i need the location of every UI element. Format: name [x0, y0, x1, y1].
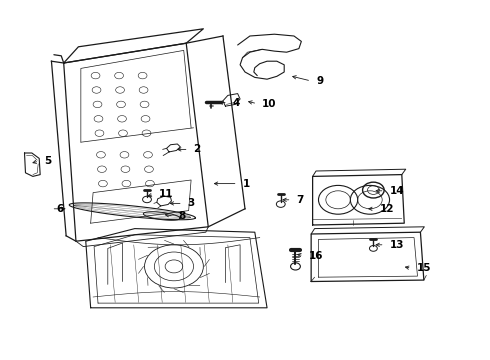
Text: 2: 2 — [194, 144, 201, 154]
Text: 9: 9 — [316, 76, 323, 86]
Text: 7: 7 — [296, 195, 304, 205]
Text: 16: 16 — [309, 251, 323, 261]
Text: 10: 10 — [262, 99, 277, 109]
Text: 3: 3 — [188, 198, 195, 208]
Text: 4: 4 — [233, 98, 240, 108]
Text: 15: 15 — [416, 263, 431, 273]
Text: 13: 13 — [390, 240, 404, 250]
Text: 5: 5 — [44, 156, 51, 166]
Text: 11: 11 — [159, 189, 174, 199]
Text: 12: 12 — [380, 204, 394, 214]
Text: 14: 14 — [390, 186, 404, 196]
Text: 8: 8 — [179, 211, 186, 221]
Text: 1: 1 — [243, 179, 250, 189]
Text: 6: 6 — [56, 204, 64, 214]
